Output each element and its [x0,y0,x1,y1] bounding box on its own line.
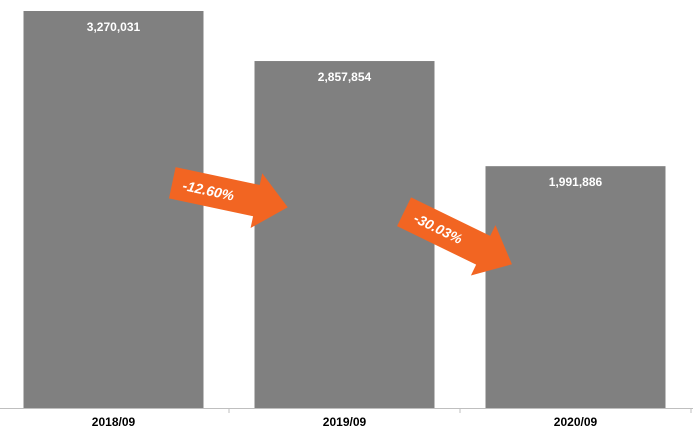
x-tick-label: 2019/09 [323,415,367,429]
bar-value-label: 2,857,854 [318,70,372,84]
x-tick-labels: 2018/09 2019/09 2020/09 [92,415,598,429]
bar-labels-layer: 3,270,031 2,857,854 1,991,886 [87,20,603,189]
bars-layer [23,11,666,408]
x-tick-label: 2018/09 [92,415,136,429]
x-tick-label: 2020/09 [554,415,598,429]
bar-2018-09 [23,11,204,408]
bar-2019-09 [254,61,435,408]
change-arrow: -12.60% [168,167,288,229]
bar-2020-09 [485,166,666,408]
change-arrows-layer: -12.60%-30.03% [168,167,512,276]
bar-value-label: 1,991,886 [549,175,603,189]
arrow-shape [168,167,288,229]
x-axis [0,408,693,413]
arrow-shape [397,197,512,276]
bar-value-label: 3,270,031 [87,20,141,34]
